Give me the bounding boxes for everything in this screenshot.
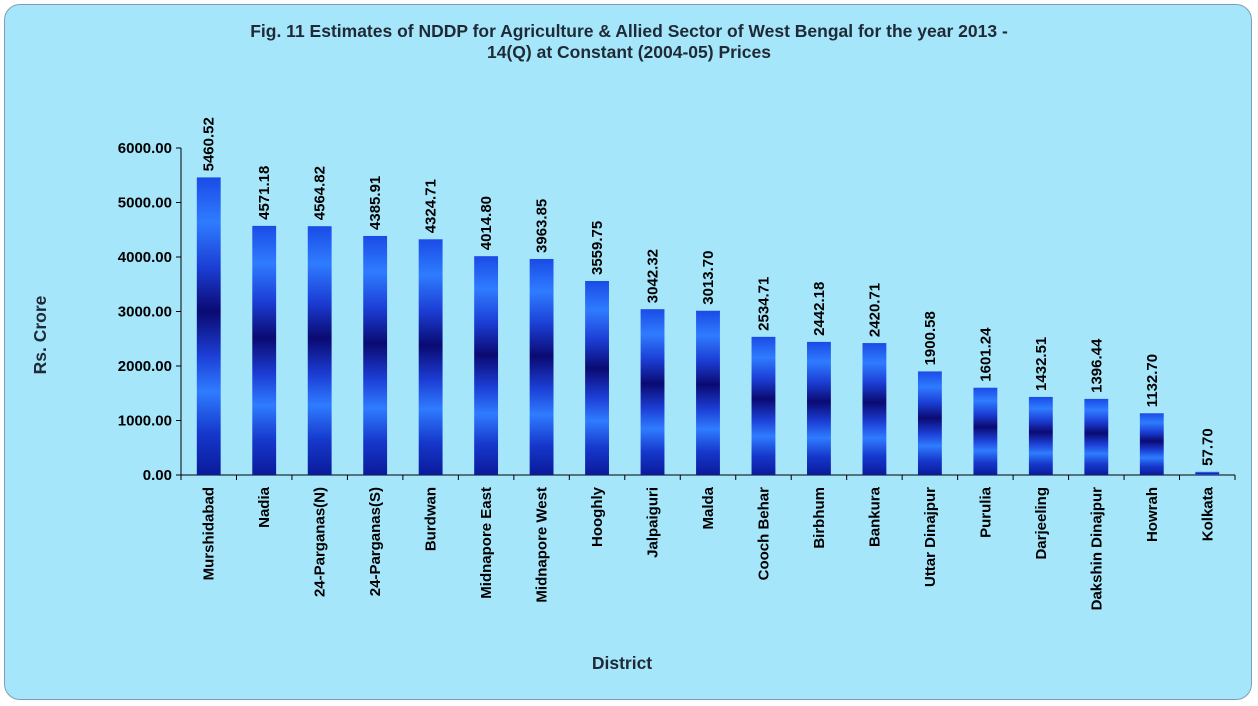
bar [363, 235, 388, 475]
y-tick-label: 2000.00 [118, 358, 172, 375]
bar [973, 387, 998, 475]
data-label: 3042.32 [645, 249, 662, 303]
bar [1028, 396, 1053, 475]
data-labels: 5460.52 4571.18 4564.82 4385.91 4324.71 4014.… [201, 117, 1217, 466]
data-label: 1396.44 [1088, 338, 1105, 393]
bar [640, 309, 665, 475]
data-label: 2442.18 [811, 282, 828, 336]
data-label: 4571.18 [256, 166, 273, 220]
category-label: Dakshin Dinajpur [1088, 487, 1105, 611]
axes: 0.00 1000.00 2000.00 3000.00 4000.00 5000.00 6… [118, 140, 1236, 484]
data-label: 4385.91 [367, 176, 384, 230]
bar [696, 310, 720, 475]
bars [196, 177, 1220, 475]
data-label: 1601.24 [977, 327, 994, 382]
data-label: 2534.71 [755, 277, 772, 331]
bar [1139, 413, 1164, 475]
category-label: Uttar Dinajpur [922, 487, 939, 587]
category-label: 24-Parganas(N) [312, 487, 329, 597]
data-label: 4324.71 [423, 179, 440, 233]
category-label: Howrah [1144, 487, 1161, 542]
category-label: Birbhum [811, 487, 828, 549]
x-axis-label: District [592, 653, 652, 673]
y-tick-label: 3000.00 [118, 304, 172, 321]
data-label: 3013.70 [700, 251, 717, 305]
bar [862, 343, 887, 475]
category-label: Malda [700, 486, 717, 529]
category-label: Kolkata [1199, 486, 1216, 541]
category-label: Darjeeling [1033, 487, 1050, 560]
category-labels: Murshidabad Nadia 24-Parganas(N) 24-Pargana… [201, 486, 1217, 610]
bar [1195, 471, 1220, 475]
data-label: 1132.70 [1144, 354, 1161, 407]
category-label: Midnapore West [534, 487, 551, 603]
bar [529, 258, 554, 475]
bar-chart: 0.00 1000.00 2000.00 3000.00 4000.00 5000.00 6… [30, 117, 1236, 673]
data-label: 1900.58 [922, 311, 939, 365]
category-label: Midnapore East [478, 487, 495, 599]
y-tick-label: 6000.00 [118, 140, 172, 157]
category-label: Bankura [866, 486, 883, 547]
category-label: 24-Parganas(S) [367, 487, 384, 596]
y-axis-label: Rs. Crore [30, 295, 50, 374]
data-label: 57.70 [1199, 428, 1216, 466]
data-label: 4014.80 [478, 196, 495, 250]
category-label: Hooghly [589, 486, 606, 547]
y-tick-label: 1000.00 [118, 413, 172, 430]
data-label: 5460.52 [201, 117, 218, 171]
bar [307, 226, 332, 475]
bar [196, 177, 221, 475]
bar [751, 336, 776, 475]
bar [418, 239, 443, 475]
data-label: 4564.82 [312, 166, 329, 220]
chart-frame: Fig. 11 Estimates of NDDP for Agricultur… [4, 4, 1252, 700]
chart-title: Fig. 11 Estimates of NDDP for Agricultur… [250, 21, 1008, 62]
category-label: Nadia [256, 486, 273, 528]
bar [917, 371, 942, 475]
bar [807, 341, 831, 475]
category-label: Purulia [977, 486, 994, 538]
data-label: 3559.75 [589, 221, 606, 275]
bar [585, 280, 609, 475]
data-label: 1432.51 [1033, 337, 1050, 391]
category-label: Murshidabad [201, 487, 218, 580]
bar [474, 256, 499, 475]
category-label: Jalpaiguri [645, 487, 662, 558]
bar [252, 225, 277, 475]
y-tick-label: 5000.00 [118, 195, 172, 212]
data-label: 3963.85 [534, 199, 551, 253]
y-tick-label: 0.00 [143, 467, 172, 484]
data-label: 2420.71 [866, 283, 883, 337]
bar [1084, 398, 1109, 475]
y-tick-label: 4000.00 [118, 249, 172, 266]
category-label: Cooch Behar [755, 487, 772, 581]
category-label: Burdwan [423, 487, 440, 551]
